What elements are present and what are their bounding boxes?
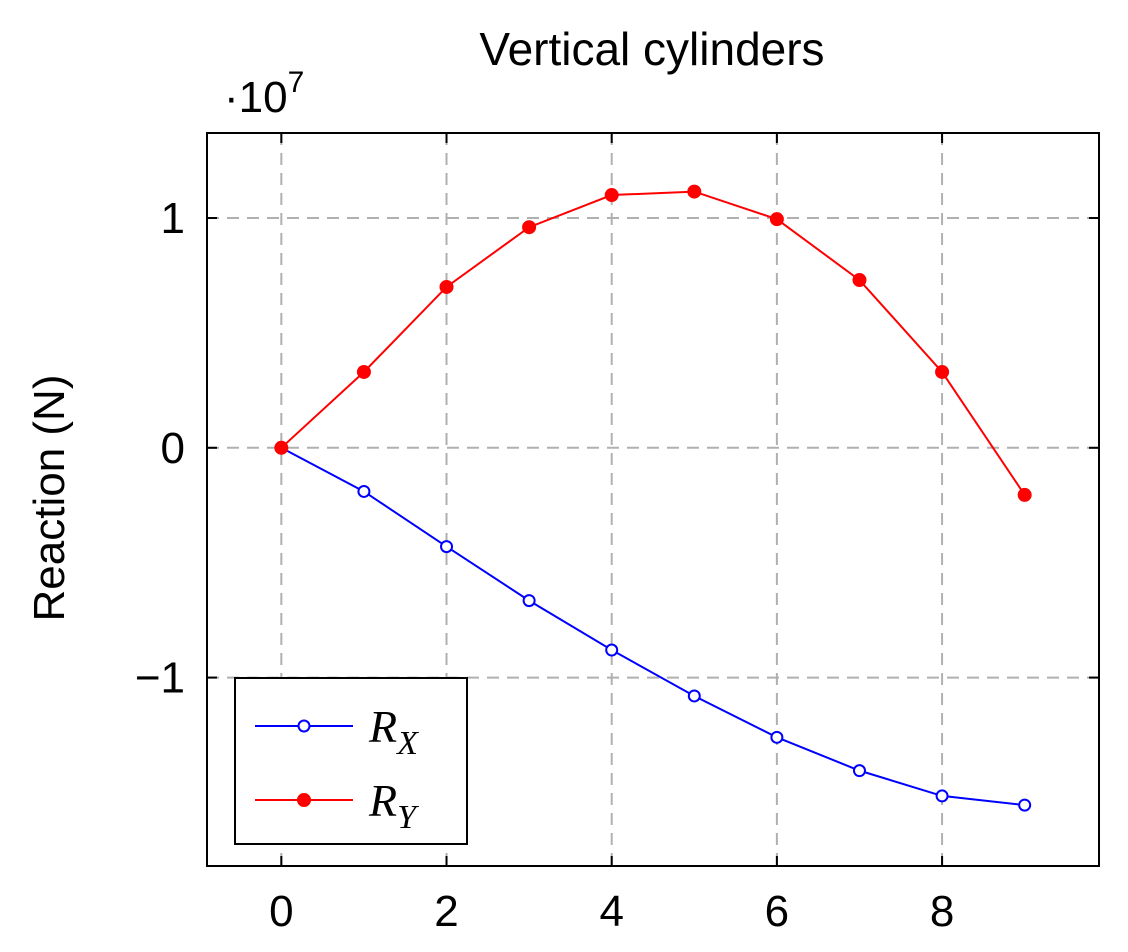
series-ry-point xyxy=(274,440,289,455)
series-ry-point xyxy=(604,188,619,203)
y-axis-multiplier: ·107 xyxy=(224,66,304,122)
plot-series xyxy=(274,184,1032,812)
series-ry-point xyxy=(769,212,784,227)
y-tick-label: 0 xyxy=(161,424,185,473)
x-tick-label: 4 xyxy=(599,887,623,936)
series-rx-point xyxy=(1018,798,1032,812)
series-rx-point xyxy=(605,643,619,657)
y-axis-label: Reaction (N) xyxy=(25,375,74,622)
x-tick-label: 0 xyxy=(269,887,293,936)
series-rx-point xyxy=(687,689,701,703)
legend-marker xyxy=(297,719,311,733)
series-ry-point xyxy=(852,273,867,288)
series-rx-point xyxy=(522,594,536,608)
series-rx-point xyxy=(770,730,784,744)
series-rx-point xyxy=(357,484,371,498)
series-ry-point xyxy=(935,364,950,379)
series-rx-point xyxy=(440,540,454,554)
x-tick-label: 8 xyxy=(930,887,954,936)
series-ry-point xyxy=(522,220,537,235)
series-ry xyxy=(274,184,1032,502)
y-axis-multiplier-exponent: 7 xyxy=(288,66,305,99)
plot-frame xyxy=(206,132,1100,867)
series-rx-point xyxy=(852,764,866,778)
x-tick-label: 6 xyxy=(765,887,789,936)
series-ry-point xyxy=(1017,487,1032,502)
legend-label: RX xyxy=(368,701,419,762)
legend-entry-rx: RX xyxy=(255,701,419,762)
y-tick-label: 1 xyxy=(161,194,185,243)
series-rx-point xyxy=(935,789,949,803)
axis-ticks: 0 2 4 6 8 −1 0 1 xyxy=(135,133,1099,936)
chart-title: Vertical cylinders xyxy=(479,23,824,75)
series-ry-point xyxy=(356,364,371,379)
series-ry-point xyxy=(687,184,702,199)
x-tick-label: 2 xyxy=(434,887,458,936)
legend: RX RY xyxy=(234,677,468,845)
legend-box xyxy=(234,677,468,845)
legend-label: RY xyxy=(368,775,419,836)
series-rx-line xyxy=(280,446,1025,807)
y-tick-label: −1 xyxy=(135,654,185,703)
series-ry-point xyxy=(439,279,454,294)
legend-entry-ry: RY xyxy=(255,775,419,836)
legend-marker xyxy=(297,793,311,807)
y-axis-multiplier-base: ·10 xyxy=(224,73,288,122)
series-ry-line xyxy=(280,190,1026,496)
